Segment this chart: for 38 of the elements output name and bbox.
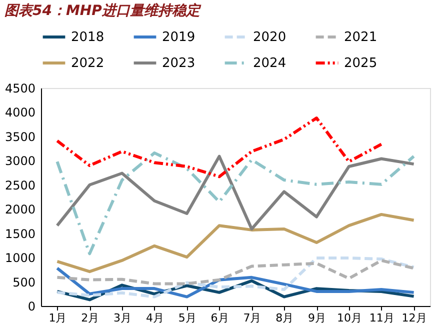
x-tick-label: 8月 — [276, 312, 294, 324]
y-tick-label: 4500 — [4, 82, 36, 96]
y-tick-label: 500 — [12, 275, 36, 290]
x-tick-label: 3月 — [114, 312, 132, 324]
line-series — [56, 116, 383, 178]
x-tick-label: 7月 — [243, 312, 262, 324]
y-tick-label: 1000 — [4, 251, 36, 266]
y-tick-label: 3000 — [4, 154, 36, 168]
x-tick-label: 9月 — [308, 312, 326, 324]
legend-label: 2021 — [344, 30, 378, 45]
x-tick-label: 4月 — [146, 312, 164, 324]
y-tick-label: 3500 — [4, 130, 36, 144]
x-tick-label: 12月 — [402, 312, 427, 324]
x-tick-label: 2月 — [81, 312, 100, 324]
y-tick-label: 2000 — [4, 202, 36, 217]
line-series — [56, 266, 416, 298]
y-tick-label: 2500 — [4, 178, 36, 192]
x-tick-label: 11月 — [369, 312, 394, 324]
legend-label: 2024 — [253, 56, 286, 71]
legend-label: 2022 — [71, 56, 104, 71]
chart-title: 图表54：MHP进口量维持稳定 — [4, 2, 202, 19]
x-tick-label: 10月 — [336, 312, 362, 324]
line-series — [56, 154, 416, 230]
legend-label: 2018 — [71, 30, 104, 45]
legend-label: 2019 — [162, 30, 196, 45]
legend-label: 2020 — [253, 30, 286, 45]
x-tick-label: 5月 — [178, 312, 196, 324]
y-tick-label: 0 — [28, 300, 36, 314]
line-series — [56, 212, 416, 274]
y-tick-label: 4000 — [4, 106, 36, 120]
line-series — [56, 151, 416, 256]
x-tick-label: 1月 — [48, 312, 67, 324]
legend-label: 2023 — [162, 56, 196, 71]
legend-label: 2025 — [344, 56, 378, 71]
line-series — [56, 256, 416, 298]
y-tick-label: 1500 — [4, 226, 36, 241]
line-series — [56, 258, 416, 286]
x-tick-label: 6月 — [210, 312, 229, 324]
